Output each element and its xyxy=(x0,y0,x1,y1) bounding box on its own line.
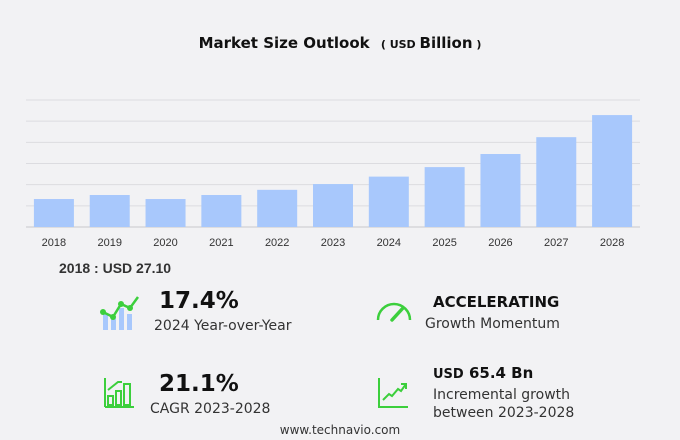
bar-2020 xyxy=(145,199,186,227)
x-tick-label: 2018 xyxy=(42,237,66,249)
x-tick-label: 2028 xyxy=(600,237,624,249)
incremental-value: USD 65.4 Bn xyxy=(433,364,533,382)
speedometer-icon xyxy=(376,302,412,322)
yoy-value: 17.4% xyxy=(159,288,239,314)
bar-2022 xyxy=(257,189,298,227)
incremental-prefix: USD xyxy=(433,367,464,382)
unit-label: ( USD Billion ) xyxy=(380,34,482,52)
growth-chart-icon xyxy=(100,296,140,330)
unit-text: Billion xyxy=(419,34,473,52)
bar-2019 xyxy=(89,194,130,227)
bar-2027 xyxy=(536,137,577,227)
bar-growth-icon xyxy=(104,378,134,408)
bar-2025 xyxy=(424,167,465,227)
yoy-label: 2024 Year-over-Year xyxy=(154,318,292,334)
x-tick-label: 2026 xyxy=(488,237,512,249)
momentum-value: ACCELERATING xyxy=(433,293,560,311)
cagr-label: CAGR 2023-2028 xyxy=(150,401,271,417)
bar-2024 xyxy=(368,176,409,227)
x-tick-label: 2024 xyxy=(377,237,401,249)
x-tick-label: 2023 xyxy=(321,237,345,249)
bar-2026 xyxy=(480,154,521,227)
incremental-label-1: Incremental growth xyxy=(433,387,571,403)
x-tick-label: 2027 xyxy=(544,237,568,249)
x-tick-label: 2021 xyxy=(209,237,233,249)
x-tick-label: 2020 xyxy=(153,237,177,249)
trend-line-icon xyxy=(378,378,408,408)
bar-2018 xyxy=(33,199,74,227)
x-tick-label: 2022 xyxy=(265,237,289,249)
unit-prefix: USD xyxy=(389,38,416,51)
cagr-value: 21.1% xyxy=(159,371,239,397)
bar-2028 xyxy=(592,115,633,227)
footer-url[interactable]: www.technavio.com xyxy=(279,423,401,437)
chart-title: Market Size Outlook ( USD Billion ) xyxy=(0,34,680,52)
base-year-value: 2018 : USD 27.10 xyxy=(59,260,172,276)
momentum-label: Growth Momentum xyxy=(425,316,560,332)
x-tick-label: 2019 xyxy=(97,237,121,249)
incremental-amount: 65.4 Bn xyxy=(468,364,534,382)
bar-2021 xyxy=(201,194,242,227)
bar-2023 xyxy=(313,184,353,227)
x-tick-label: 2025 xyxy=(432,237,456,249)
title-text: Market Size Outlook xyxy=(198,34,370,52)
incremental-label-2: between 2023-2028 xyxy=(433,405,575,421)
bar-chart: 2018 2019 2020 2021 2022 2023 2024 2025 2026 2027… xyxy=(26,99,640,249)
